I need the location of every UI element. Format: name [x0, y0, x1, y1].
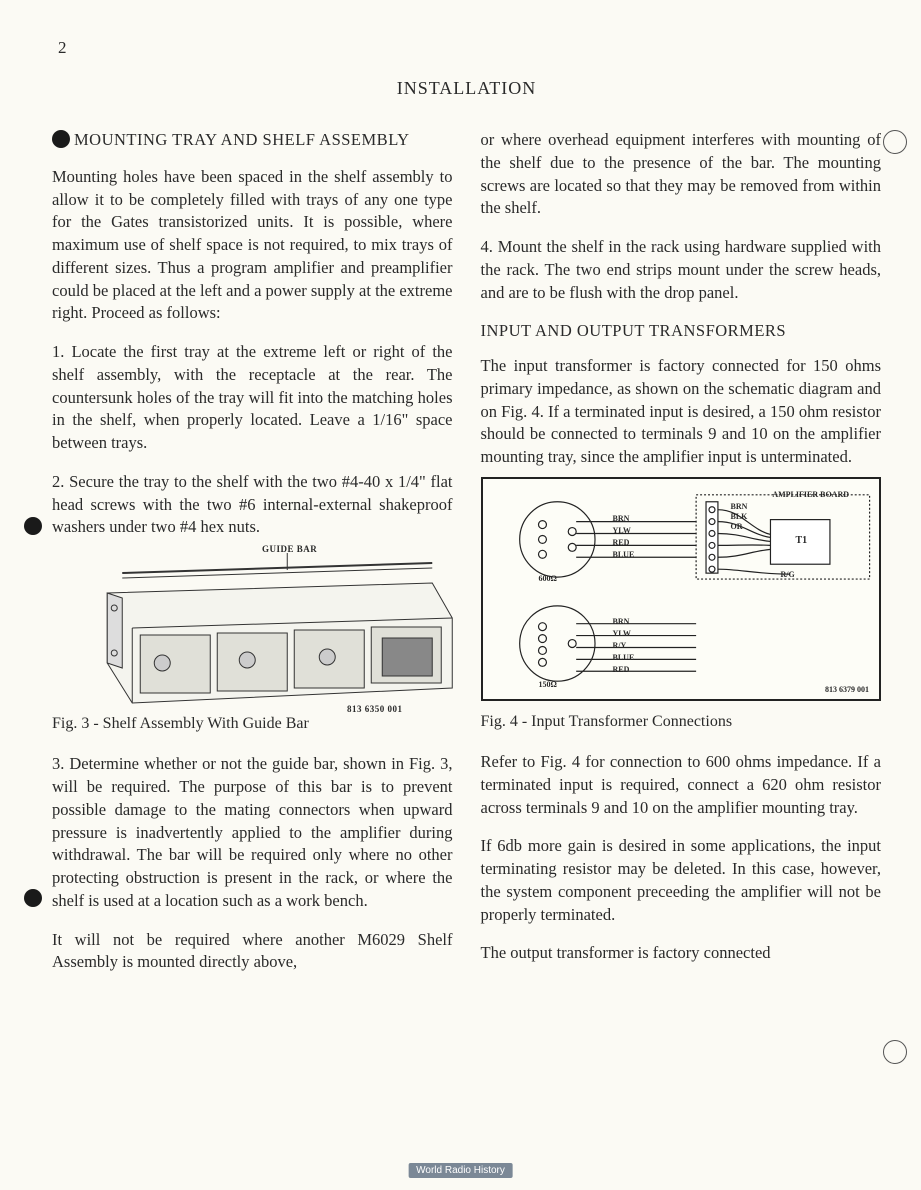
- paragraph: If 6db more gain is desired in some appl…: [481, 835, 882, 926]
- paragraph-text: 2. Secure the tray to the shelf with the…: [52, 472, 453, 537]
- right-column: or where overhead equipment interferes w…: [481, 129, 882, 990]
- wire-label: RED: [613, 537, 630, 548]
- wire-label: BLUE: [613, 652, 635, 663]
- bullet-icon: [24, 889, 42, 907]
- punch-hole-icon: [883, 1040, 907, 1064]
- page-title: INSTALLATION: [52, 78, 881, 99]
- bullet-icon: [52, 130, 70, 148]
- content-columns: MOUNTING TRAY AND SHELF ASSEMBLY Mountin…: [52, 129, 881, 990]
- wire-label: YLW: [613, 628, 631, 639]
- wire-label: BRN: [613, 513, 630, 524]
- amp-board-label: AMPLIFIER BOARD: [772, 491, 849, 499]
- footer-badge: World Radio History: [408, 1163, 513, 1178]
- t1-label: T1: [796, 534, 808, 548]
- paragraph: 2. Secure the tray to the shelf with the…: [52, 471, 453, 539]
- figure-id: 813 6379 001: [825, 684, 869, 695]
- paragraph: Refer to Fig. 4 for connection to 600 oh…: [481, 751, 882, 819]
- paragraph: The input transformer is factory connect…: [481, 355, 882, 469]
- left-column: MOUNTING TRAY AND SHELF ASSEMBLY Mountin…: [52, 129, 453, 990]
- wire-label: RED: [613, 664, 630, 675]
- transformer-diagram: [483, 479, 880, 699]
- page: 2 INSTALLATION MOUNTING TRAY AND SHELF A…: [0, 0, 921, 1190]
- guide-bar-label: GUIDE BAR: [262, 543, 317, 555]
- figure-caption: Fig. 4 - Input Transformer Connections: [481, 711, 882, 733]
- shelf-assembly-illustration: [52, 543, 453, 713]
- paragraph: 4. Mount the shelf in the rack using har…: [481, 236, 882, 304]
- paragraph: It will not be required where another M6…: [52, 929, 453, 975]
- wire-label: YLW: [613, 525, 631, 536]
- section-heading: INPUT AND OUTPUT TRANSFORMERS: [481, 320, 882, 343]
- wire-label: R/G: [781, 569, 795, 580]
- heading-text: MOUNTING TRAY AND SHELF ASSEMBLY: [74, 130, 410, 149]
- figure-4: AMPLIFIER BOARD BRN YLW RED BLUE 600Ω BR…: [481, 477, 882, 701]
- paragraph: The output transformer is factory connec…: [481, 942, 882, 965]
- ohm-label: 150Ω: [539, 679, 557, 690]
- bullet-icon: [24, 517, 42, 535]
- wire-label: OR: [731, 521, 743, 532]
- figure-caption: Fig. 3 - Shelf Assembly With Guide Bar: [52, 713, 453, 735]
- figure-id: 813 6350 001: [347, 703, 403, 715]
- section-heading: MOUNTING TRAY AND SHELF ASSEMBLY: [52, 129, 453, 152]
- paragraph: 3. Determine whether or not the guide ba…: [52, 753, 453, 912]
- punch-hole-icon: [883, 130, 907, 154]
- page-number: 2: [58, 38, 67, 58]
- paragraph: 1. Locate the first tray at the extreme …: [52, 341, 453, 455]
- ohm-label: 600Ω: [539, 573, 557, 584]
- wire-label: BRN: [613, 616, 630, 627]
- figure-3: GUIDE BAR 813 6350 001: [52, 543, 453, 713]
- wire-label: BLUE: [613, 549, 635, 560]
- wire-label: R/Y: [613, 640, 627, 651]
- paragraph: or where overhead equipment interferes w…: [481, 129, 882, 220]
- paragraph: Mounting holes have been spaced in the s…: [52, 166, 453, 325]
